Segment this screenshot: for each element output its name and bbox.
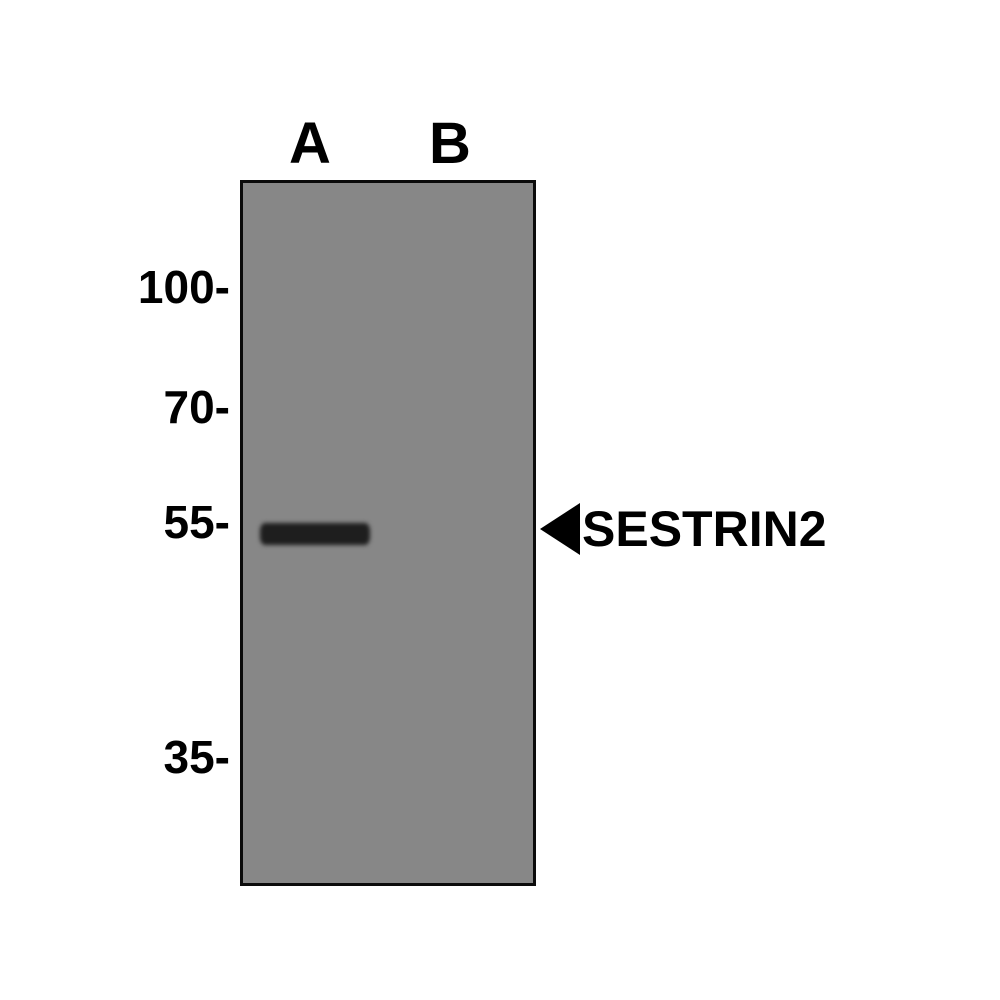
band-annotation: SESTRIN2 (540, 500, 827, 558)
figure-canvas: A B 100- 70- 55- 35- SESTRIN2 (0, 0, 1000, 1000)
mw-marker-100: 100- (60, 260, 230, 314)
mw-marker-35: 35- (60, 730, 230, 784)
arrow-left-icon (540, 503, 580, 555)
mw-marker-55: 55- (60, 495, 230, 549)
mw-marker-70: 70- (60, 380, 230, 434)
band-sestrin2-lane-a (260, 523, 370, 545)
lane-label-b: B (410, 110, 490, 177)
lane-label-a: A (270, 110, 350, 177)
annotation-label: SESTRIN2 (582, 500, 827, 558)
